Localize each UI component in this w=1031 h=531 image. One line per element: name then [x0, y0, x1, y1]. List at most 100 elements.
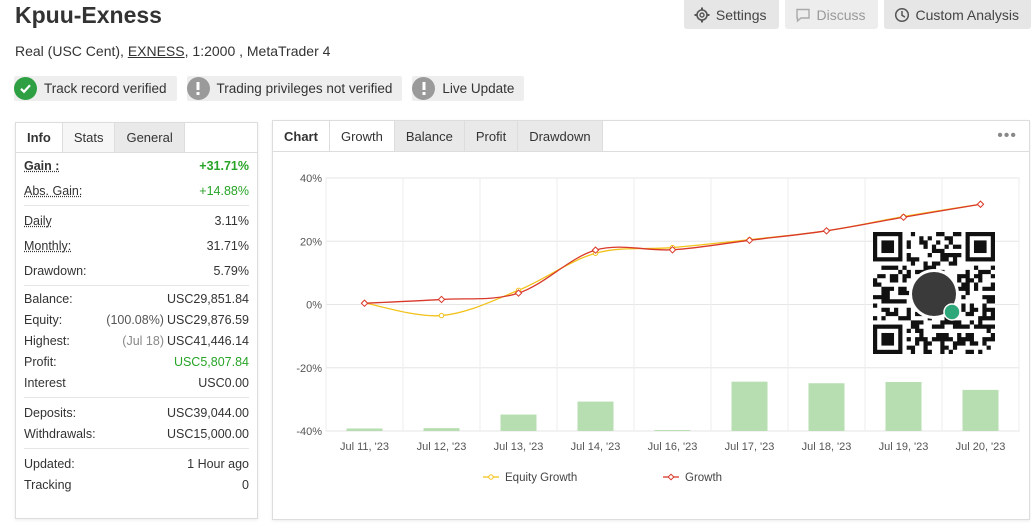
growth-point: [668, 245, 677, 254]
stat-label: Gain :: [24, 158, 60, 173]
tab-info[interactable]: Info: [16, 123, 63, 152]
badge-label: Trading privileges not verified: [216, 81, 393, 96]
stat-label: Profit:: [24, 354, 57, 369]
y-tick-label: -20%: [296, 363, 322, 375]
stat-value: 0: [242, 477, 249, 492]
bar: [808, 383, 845, 431]
growth-point: [976, 200, 985, 209]
leverage-platform: , 1:2000 , MetaTrader 4: [184, 43, 331, 59]
stat-withdrawals: Withdrawals: USC15,000.00: [24, 423, 249, 444]
growth-chart: 40% 20% 0% -20% -40% Jul 11, '23 Jul 12, '23 Ju…: [296, 173, 1020, 484]
x-tick-label: Jul 11, '23: [340, 441, 389, 453]
equity-percent: (100.08%): [106, 312, 164, 327]
stat-value: USC15,000.00: [166, 426, 249, 441]
stat-value: +14.88%: [199, 183, 249, 198]
stat-label: Highest:: [24, 333, 70, 348]
stat-drawdown: Drawdown: 5.79%: [24, 258, 249, 283]
stats-panel: Info Stats General Gain : +31.71% Abs. G…: [15, 122, 258, 519]
exclamation-icon: [186, 77, 210, 100]
y-tick-label: -40%: [296, 426, 322, 438]
x-tick-label: Jul 13, '23: [494, 441, 544, 453]
growth-point: [514, 289, 523, 297]
bar: [962, 389, 999, 431]
broker-link[interactable]: EXNESS: [127, 43, 185, 59]
stat-label: Interest: [24, 375, 66, 390]
legend-growth: Growth: [685, 472, 722, 484]
x-tick-label: Jul 19, '23: [879, 441, 929, 453]
settings-button[interactable]: Settings: [683, 0, 779, 29]
x-tick-label: Jul 12, '23: [417, 441, 467, 453]
growth-point: [899, 213, 908, 222]
stat-balance: Balance: USC29,851.84: [24, 288, 249, 309]
badge-label: Live Update: [442, 81, 515, 96]
qr-finder-core: [881, 240, 895, 254]
growth-point: [360, 299, 369, 308]
tab-drawdown[interactable]: Drawdown: [518, 121, 603, 151]
stat-value: USC39,044.00: [166, 405, 249, 420]
highest-date: (Jul 18): [122, 333, 164, 348]
legend-growth-marker: [667, 473, 675, 481]
bar: [731, 381, 768, 431]
stat-label: Deposits:: [24, 405, 77, 420]
y-tick-label: 40%: [300, 173, 322, 185]
stat-label: Balance:: [24, 291, 73, 306]
y-tick-label: 0%: [306, 300, 322, 312]
custom-analysis-button[interactable]: Custom Analysis: [883, 0, 1031, 29]
discuss-button[interactable]: Discuss: [784, 0, 878, 29]
bar: [500, 414, 537, 431]
stat-label: Drawdown:: [24, 263, 87, 278]
badge-live-update: Live Update: [412, 76, 525, 101]
tab-growth[interactable]: Growth: [329, 121, 395, 151]
bar: [346, 428, 383, 431]
stat-interest: Interest USC0.00: [24, 372, 249, 393]
qr-code-image: [873, 232, 995, 354]
tab-general[interactable]: General: [115, 123, 185, 152]
stat-value: USC5,807.84: [173, 354, 249, 369]
stat-value: USC29,851.84: [166, 291, 249, 306]
stat-value: 5.79%: [213, 263, 249, 278]
stat-label: Withdrawals:: [24, 426, 96, 441]
stat-value: 3.11%: [214, 213, 249, 228]
badge-trading-privileges: Trading privileges not verified: [186, 76, 403, 101]
discuss-label: Discuss: [816, 6, 866, 23]
stat-value: USC41,446.14: [166, 333, 249, 348]
settings-label: Settings: [715, 6, 767, 23]
x-tick-label: Jul 17, '23: [725, 441, 775, 453]
chart-tabs: Chart Growth Balance Profit Drawdown: [273, 121, 1029, 152]
stat-label: Daily: [24, 213, 52, 228]
tab-chart[interactable]: Chart: [273, 121, 330, 151]
exclamation-icon: [412, 77, 436, 100]
tab-profit[interactable]: Profit: [464, 121, 519, 151]
qr-finder-core: [881, 332, 895, 346]
growth-point: [822, 226, 831, 235]
growth-point: [591, 246, 600, 254]
qr-modules: [873, 232, 995, 354]
bar: [885, 381, 922, 431]
stat-abs-gain: Abs. Gain: +14.88%: [24, 178, 249, 203]
qr-logo-badge: [943, 303, 961, 321]
stat-deposits: Deposits: USC39,044.00: [24, 402, 249, 423]
stat-label: Equity:: [24, 312, 63, 327]
stat-highest: Highest: (Jul 18) USC41,446.14: [24, 330, 249, 351]
more-options-icon[interactable]: •••: [997, 127, 1017, 144]
page-title: Kpuu-Exness: [15, 2, 162, 28]
stat-gain: Gain : +31.71%: [24, 153, 249, 178]
stat-daily: Daily 3.11%: [24, 208, 249, 233]
x-tick-label: Jul 14, '23: [571, 441, 621, 453]
stat-value: 31.71%: [206, 238, 249, 253]
stat-monthly: Monthly: 31.71%: [24, 233, 249, 258]
bar: [577, 401, 614, 431]
qr-logo: [912, 272, 956, 316]
stat-value: USC0.00: [198, 375, 249, 390]
top-toolbar: Settings Discuss Custom Analysis: [683, 0, 1031, 29]
bar: [423, 428, 460, 431]
badge-track-record: Track record verified: [14, 76, 177, 101]
equity-point: [438, 312, 445, 319]
tab-stats[interactable]: Stats: [62, 123, 116, 152]
x-tick-label: Jul 20, '23: [956, 441, 1006, 453]
stat-tracking: Tracking 0: [24, 474, 249, 495]
stat-label: Abs. Gain:: [24, 183, 83, 198]
tab-balance[interactable]: Balance: [394, 121, 465, 151]
clock-icon: [894, 7, 909, 22]
bar: [654, 430, 691, 431]
